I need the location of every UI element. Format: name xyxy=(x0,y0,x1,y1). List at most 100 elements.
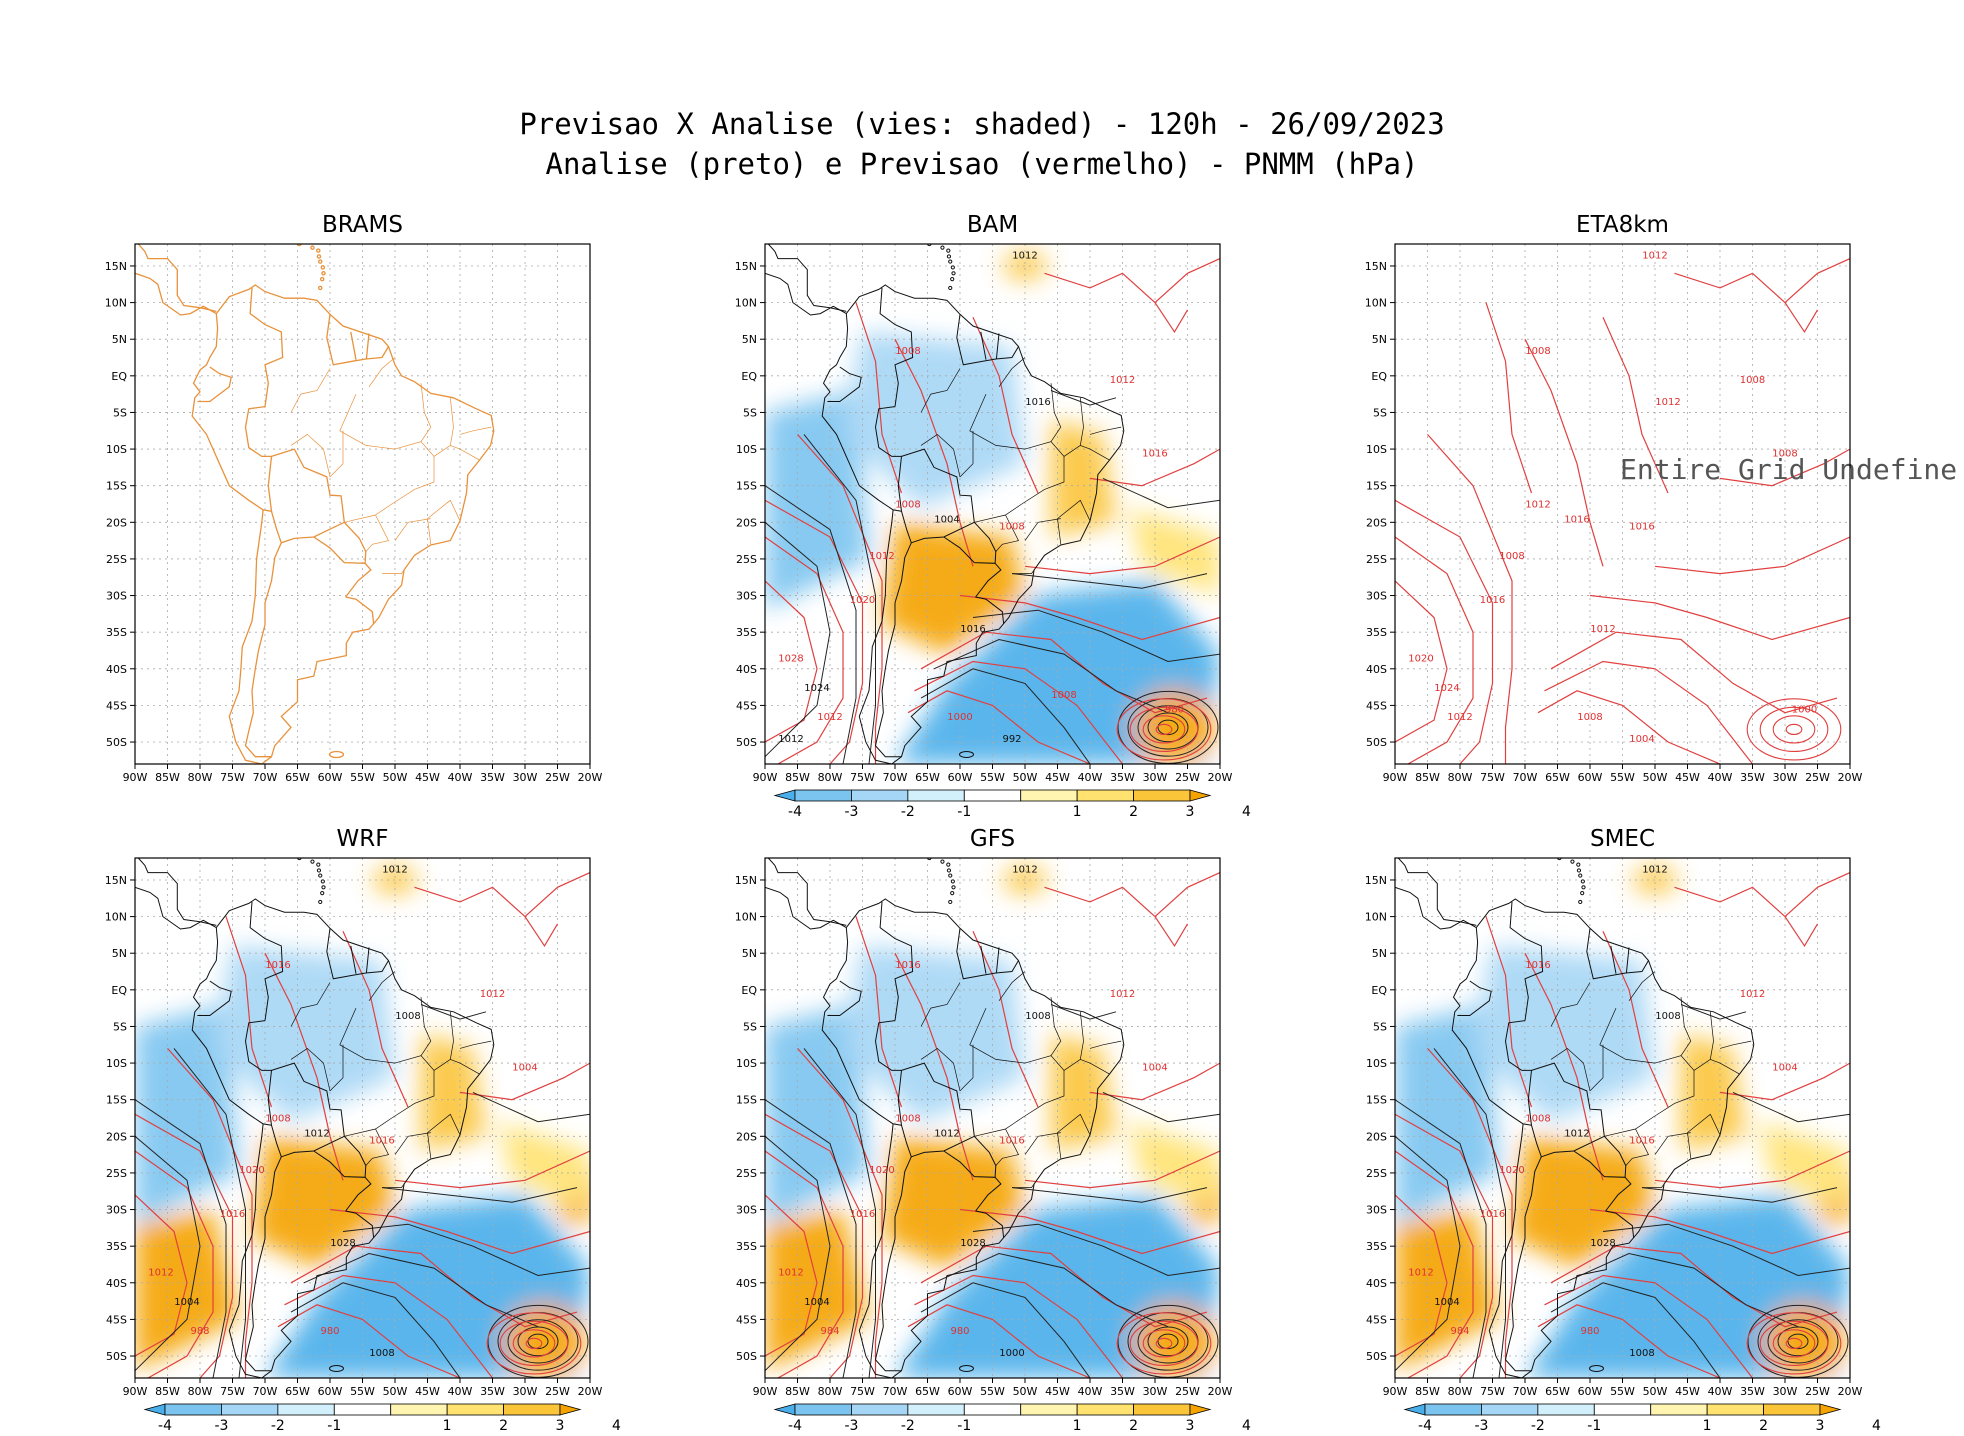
isobar-label: 1000 xyxy=(1792,705,1817,716)
lon-tick-label: 80W xyxy=(1448,771,1473,784)
colorbar-segment xyxy=(1593,1403,1652,1416)
lat-tick-label: 10S xyxy=(1366,443,1387,456)
colorbar-label: -3 xyxy=(844,804,858,820)
isobar-label: 1000 xyxy=(999,1348,1024,1359)
isobar-label: 1016 xyxy=(1629,522,1654,533)
lon-tick-label: 85W xyxy=(1415,1385,1440,1398)
isobar-label: 1008 xyxy=(369,1348,394,1359)
lon-tick-label: 55W xyxy=(1610,1385,1635,1398)
lat-tick-label: 10S xyxy=(106,1057,127,1070)
isobar-label: 1012 xyxy=(148,1267,173,1278)
colorbar-label: -1 xyxy=(327,1418,341,1434)
lat-tick-label: 5S xyxy=(1373,406,1387,419)
lat-tick-label: EQ xyxy=(111,370,127,383)
lat-tick-label: 45S xyxy=(1366,1313,1387,1326)
isobar-label: 1012 xyxy=(382,865,407,876)
lat-tick-label: 30S xyxy=(736,1204,757,1217)
lat-tick-label: 20S xyxy=(106,1130,127,1143)
lat-tick-label: 30S xyxy=(106,590,127,603)
isobar-label: 1012 xyxy=(817,712,842,723)
lon-tick-label: 50W xyxy=(1643,1385,1668,1398)
isobar-label: 980 xyxy=(950,1326,969,1337)
lat-tick-label: 50S xyxy=(1366,736,1387,749)
forecast-isobars xyxy=(1395,258,1850,764)
colorbar-label: 2 xyxy=(499,1418,508,1434)
lon-tick-label: 40W xyxy=(1078,1385,1103,1398)
colorbar-segment xyxy=(1763,1403,1821,1416)
isobar-label: 1008 xyxy=(1525,1114,1550,1125)
lon-tick-label: 30W xyxy=(513,1385,538,1398)
colorbar-segment xyxy=(1076,789,1134,802)
lat-tick-label: 30S xyxy=(1366,1204,1387,1217)
lon-tick-label: 70W xyxy=(253,771,278,784)
lat-tick-label: 5S xyxy=(1373,1020,1387,1033)
colorbar-segment xyxy=(1020,1403,1078,1416)
lon-tick-label: 25W xyxy=(1805,1385,1830,1398)
colorbar-label: -4 xyxy=(1418,1418,1432,1434)
lat-tick-label: 25S xyxy=(1366,553,1387,566)
colorbar-segment xyxy=(963,1403,1022,1416)
lon-tick-label: 70W xyxy=(253,1385,278,1398)
colorbar-label: 4 xyxy=(612,1418,621,1434)
lon-tick-label: 50W xyxy=(1013,1385,1038,1398)
isobar-label: 1012 xyxy=(934,1128,959,1139)
lat-tick-label: 30S xyxy=(1366,590,1387,603)
panel-title: BAM xyxy=(967,212,1018,238)
colorbar-label: 3 xyxy=(1186,804,1195,820)
coastline xyxy=(765,858,1125,1378)
panel-wrf: WRF1012101610121008100410081012101610201… xyxy=(105,826,621,1434)
lon-tick-label: 90W xyxy=(123,771,148,784)
lon-tick-label: 65W xyxy=(285,771,310,784)
lon-tick-label: 85W xyxy=(785,771,810,784)
isobar-label: 1008 xyxy=(1772,448,1797,459)
isobar-label: 1012 xyxy=(1642,865,1667,876)
lon-tick-label: 75W xyxy=(1480,771,1505,784)
lat-tick-label: 30S xyxy=(736,590,757,603)
panel-title: SMEC xyxy=(1590,826,1655,852)
lat-tick-label: 15N xyxy=(105,260,127,273)
colorbar-label: -1 xyxy=(957,1418,971,1434)
colorbar-label: -3 xyxy=(214,1418,228,1434)
lat-tick-label: 20S xyxy=(736,1130,757,1143)
map-area: 1012 1016 1012 1008 1004 1008 1012 1016 1020 1028… xyxy=(135,858,590,1378)
lat-tick-label: 15N xyxy=(735,874,757,887)
lon-tick-label: 25W xyxy=(1175,1385,1200,1398)
lat-tick-label: 10S xyxy=(1366,1057,1387,1070)
forecast-isobars xyxy=(765,872,1220,1378)
colorbar-arrow-low xyxy=(1403,1403,1426,1416)
lat-tick-label: 40S xyxy=(736,1277,757,1290)
colorbar-label: 3 xyxy=(556,1418,565,1434)
isobar-label: 1012 xyxy=(1447,712,1472,723)
lon-tick-label: 55W xyxy=(980,1385,1005,1398)
panel-title: WRF xyxy=(337,826,389,852)
isobar-label: 1016 xyxy=(999,1136,1024,1147)
map-area xyxy=(135,244,590,764)
lat-tick-label: 15S xyxy=(106,1094,127,1107)
lon-tick-label: 70W xyxy=(1513,1385,1538,1398)
lat-tick-label: 50S xyxy=(1366,1350,1387,1363)
isobar-label: 1008 xyxy=(1525,346,1550,357)
isobar-label: 1016 xyxy=(895,960,920,971)
lat-tick-label: 5N xyxy=(112,947,127,960)
lon-tick-label: 40W xyxy=(448,1385,473,1398)
isobar-label: 1016 xyxy=(960,624,985,635)
isobar-label: 1012 xyxy=(1012,251,1037,262)
isobar-label: 1012 xyxy=(778,1267,803,1278)
lat-tick-label: 20S xyxy=(1366,1130,1387,1143)
lon-tick-label: 35W xyxy=(480,1385,505,1398)
isobar-label: 1012 xyxy=(1564,1128,1589,1139)
colorbar-segment xyxy=(1706,1403,1764,1416)
isobar-label: 1008 xyxy=(395,1011,420,1022)
lon-tick-label: 25W xyxy=(1175,771,1200,784)
lon-tick-label: 85W xyxy=(785,1385,810,1398)
isobar-label: 992 xyxy=(1002,734,1021,745)
isobar-label: 984 xyxy=(1450,1326,1469,1337)
lat-tick-label: 10N xyxy=(1365,911,1387,924)
colorbar-label: -4 xyxy=(788,1418,802,1434)
colorbar-segment xyxy=(1481,1403,1539,1416)
isobar-label: 1008 xyxy=(1740,375,1765,386)
lat-tick-label: 10N xyxy=(105,911,127,924)
lon-tick-label: 45W xyxy=(415,1385,440,1398)
colorbar-segment xyxy=(390,1403,448,1416)
